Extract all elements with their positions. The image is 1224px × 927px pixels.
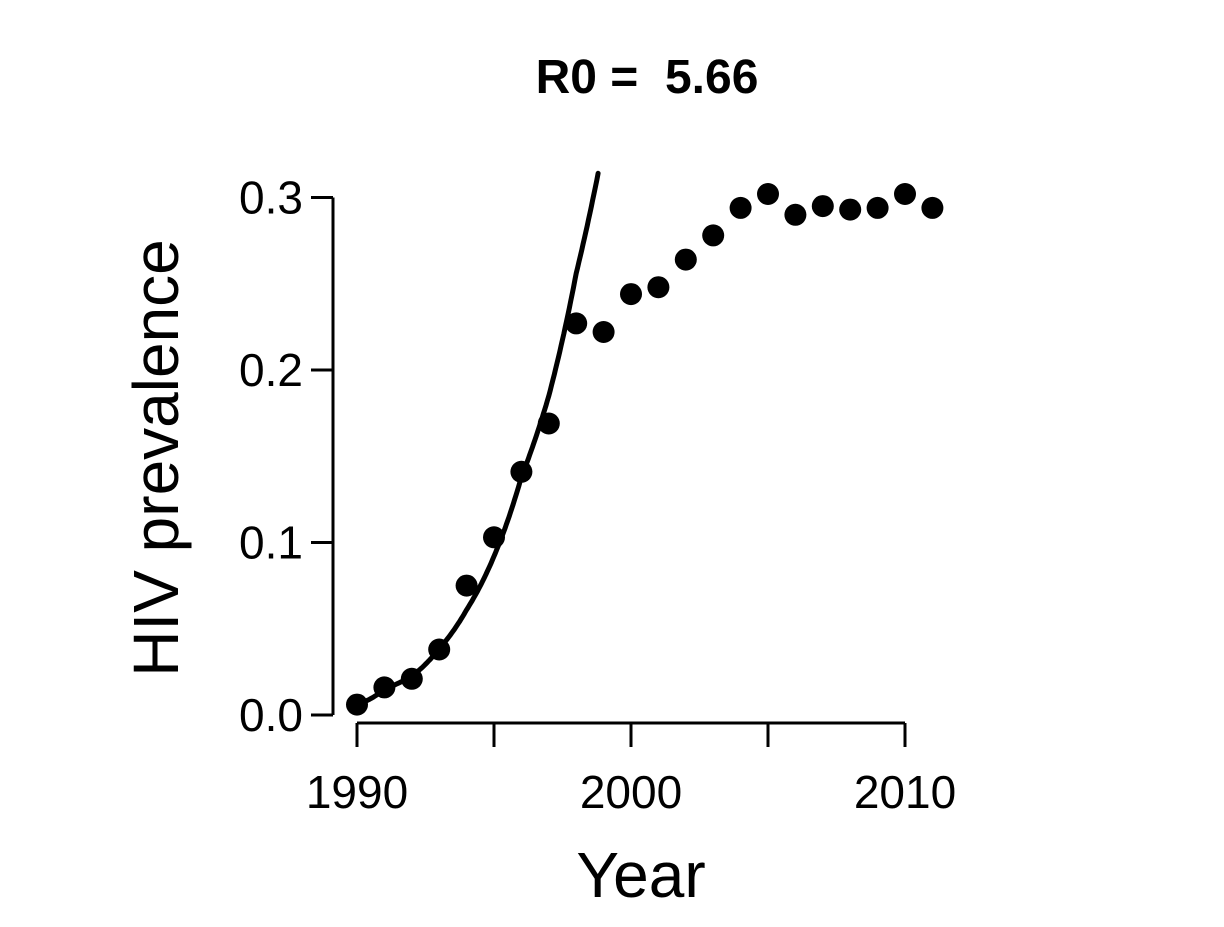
data-point — [921, 196, 944, 219]
data-point — [866, 196, 889, 219]
axes-layer: 0.0 0.1 0.2 0.3 1990 2000 2010 — [239, 172, 956, 819]
y-tick-label: 0.0 — [239, 689, 303, 741]
chart-title: R0 = 5.66 — [536, 51, 759, 104]
x-tick-label: 2010 — [854, 766, 956, 818]
data-point — [811, 195, 834, 218]
data-point — [620, 283, 642, 306]
data-point — [839, 198, 862, 221]
data-point — [674, 248, 697, 271]
data-point — [702, 224, 725, 247]
data-point — [373, 676, 396, 699]
y-tick-label: 0.1 — [239, 517, 303, 569]
data-point — [757, 183, 779, 205]
data-point — [729, 196, 752, 219]
data-point — [510, 460, 533, 483]
data-point — [483, 526, 505, 549]
data-point — [537, 412, 560, 435]
data-point — [894, 183, 916, 205]
data-point — [400, 667, 423, 690]
y-tick-label: 0.2 — [239, 344, 303, 396]
data-point — [565, 312, 588, 335]
x-axis-title: Year — [576, 839, 705, 911]
x-tick-label: 2000 — [580, 766, 682, 818]
data-point — [455, 574, 478, 597]
data-points-layer — [346, 183, 944, 716]
y-tick-label: 0.3 — [239, 172, 303, 224]
data-point — [346, 693, 368, 716]
data-point — [647, 276, 670, 299]
data-point — [428, 638, 451, 661]
data-point — [592, 321, 615, 343]
x-tick-label: 1990 — [306, 766, 408, 818]
y-axis-title: HIV prevalence — [120, 239, 192, 677]
data-point — [784, 203, 807, 226]
fit-curve — [354, 170, 601, 708]
fit-curve-layer — [354, 170, 601, 708]
